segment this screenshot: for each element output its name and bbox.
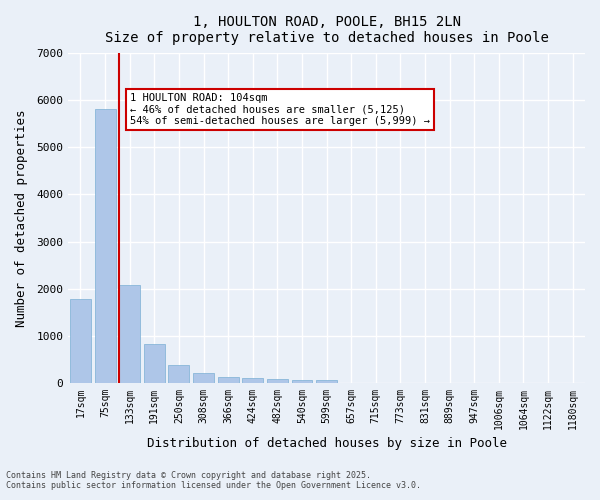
Bar — [316, 380, 337, 382]
Title: 1, HOULTON ROAD, POOLE, BH15 2LN
Size of property relative to detached houses in: 1, HOULTON ROAD, POOLE, BH15 2LN Size of… — [104, 15, 548, 45]
Bar — [70, 299, 91, 382]
Bar — [119, 285, 140, 382]
Bar — [169, 366, 190, 382]
X-axis label: Distribution of detached houses by size in Poole: Distribution of detached houses by size … — [146, 437, 506, 450]
Bar — [218, 376, 239, 382]
Bar — [267, 378, 288, 382]
Bar — [292, 380, 313, 382]
Bar — [95, 109, 116, 382]
Text: Contains HM Land Registry data © Crown copyright and database right 2025.
Contai: Contains HM Land Registry data © Crown c… — [6, 470, 421, 490]
Bar — [242, 378, 263, 382]
Y-axis label: Number of detached properties: Number of detached properties — [15, 109, 28, 326]
Bar — [193, 374, 214, 382]
Text: 1 HOULTON ROAD: 104sqm
← 46% of detached houses are smaller (5,125)
54% of semi-: 1 HOULTON ROAD: 104sqm ← 46% of detached… — [130, 93, 430, 126]
Bar — [144, 344, 165, 383]
